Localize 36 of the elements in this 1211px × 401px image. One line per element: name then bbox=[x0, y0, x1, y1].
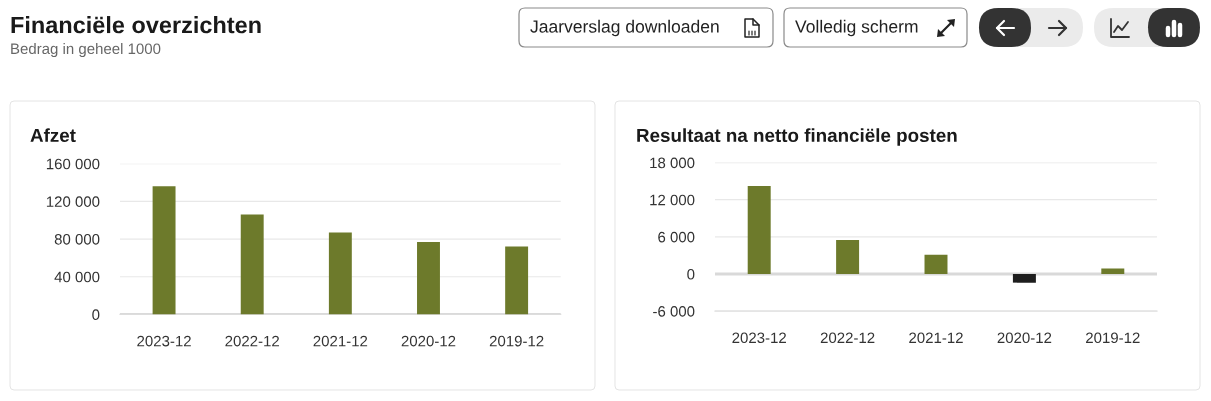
bar bbox=[417, 241, 440, 315]
x-tick-label: 2019-12 bbox=[1086, 332, 1140, 344]
x-tick-label: 2022-12 bbox=[820, 332, 875, 344]
y-tick-label: -6 000 bbox=[653, 306, 695, 317]
y-tick-label: 40 000 bbox=[54, 271, 100, 283]
bar bbox=[1101, 268, 1125, 274]
x-tick-label: 2021-12 bbox=[909, 332, 963, 344]
text: Bedrag in geheel 1000 bbox=[11, 43, 161, 57]
y-tick-label: 18 000 bbox=[650, 157, 695, 169]
y-tick-label: 120 000 bbox=[46, 196, 100, 207]
x-tick-label: 2023-12 bbox=[137, 335, 191, 347]
x-tick-label: 2020-12 bbox=[401, 335, 456, 347]
bar bbox=[747, 186, 771, 274]
y-tick-label: 6 000 bbox=[658, 231, 695, 243]
bar bbox=[328, 232, 352, 315]
text: Financiële overzichten bbox=[11, 16, 261, 34]
bar bbox=[836, 239, 860, 274]
x-tick-label: 2022-12 bbox=[225, 335, 279, 347]
y-tick-label: 160 000 bbox=[46, 158, 100, 170]
x-tick-label: 2019-12 bbox=[489, 335, 544, 347]
y-tick-label: 12 000 bbox=[650, 194, 695, 206]
text: Jaarverslag downloaden bbox=[530, 19, 719, 37]
bar bbox=[505, 246, 529, 315]
bar bbox=[152, 186, 176, 315]
x-tick-label: 2021-12 bbox=[313, 335, 368, 347]
x-tick-label: 2020-12 bbox=[997, 332, 1052, 344]
y-tick-label: 0 bbox=[687, 268, 695, 280]
bar bbox=[240, 214, 264, 315]
chart-title: Afzet bbox=[30, 128, 76, 143]
text: Volledig scherm bbox=[795, 19, 918, 37]
y-tick-label: 80 000 bbox=[54, 234, 100, 245]
bar bbox=[1012, 273, 1036, 283]
chart-title: Resultaat na netto financiële posten bbox=[637, 128, 957, 146]
bar bbox=[924, 254, 948, 274]
y-tick-label: 0 bbox=[92, 309, 100, 320]
x-tick-label: 2023-12 bbox=[732, 332, 786, 344]
